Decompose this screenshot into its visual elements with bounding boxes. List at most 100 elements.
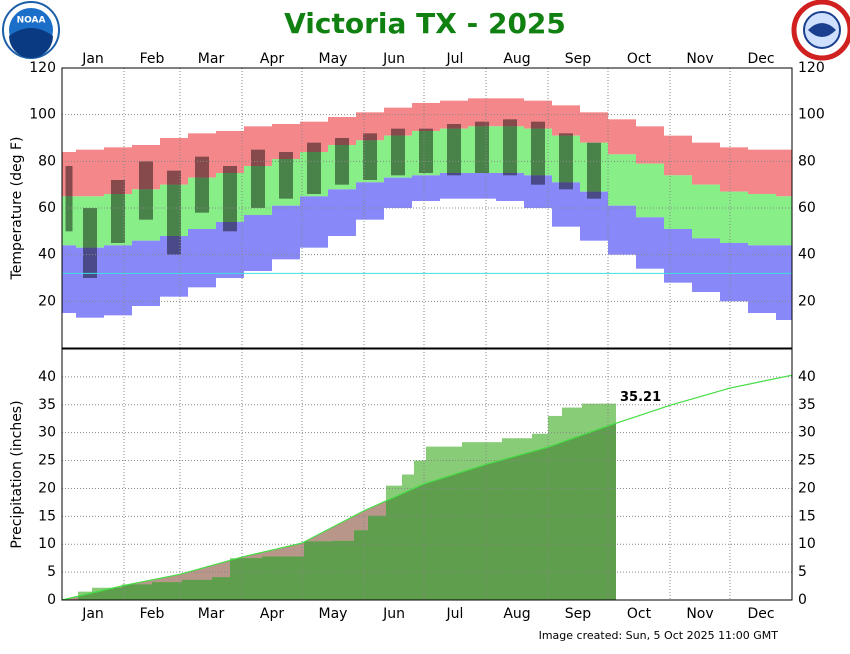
x-tick-label: Nov [686, 606, 713, 622]
x-tick-label: Dec [747, 51, 774, 67]
y-tick-label-right: 25 [798, 453, 816, 469]
record-high-band [692, 142, 720, 185]
record-low-band [272, 205, 300, 260]
record-high-band [608, 119, 636, 155]
x-tick-label: Feb [140, 51, 165, 67]
observed-bar [447, 124, 461, 176]
x-tick-label: Oct [627, 51, 652, 67]
record-high-band [62, 152, 76, 197]
normal-band [272, 159, 300, 206]
x-tick-label: Aug [503, 606, 530, 622]
x-tick-label: Nov [686, 51, 713, 67]
x-tick-label: Jun [382, 606, 405, 622]
record-low-band [328, 189, 356, 236]
x-tick-label: May [319, 606, 348, 622]
plot-layer [62, 403, 616, 600]
y-tick-label: 100 [29, 107, 56, 123]
normal-band [132, 189, 160, 241]
normal-band [468, 126, 496, 173]
x-tick-label: Jul [446, 51, 464, 67]
y-tick-label: 5 [47, 564, 56, 580]
footer: Image created: Sun, 5 Oct 2025 11:00 GMT [539, 629, 779, 642]
observed-bar [167, 170, 181, 255]
record-low-band [552, 182, 580, 227]
normal-band [636, 163, 664, 218]
y-tick-label-right: 120 [798, 60, 825, 76]
normal-band [160, 184, 188, 236]
observed-bar [307, 142, 321, 194]
record-low-band [720, 243, 748, 302]
record-low-band [356, 182, 384, 220]
logo-text: NOAA [17, 16, 46, 26]
y-tick-label: 25 [38, 453, 56, 469]
x-tick-label: Dec [747, 606, 774, 622]
normal-overlap-area [78, 403, 616, 600]
y-tick-label: 40 [38, 247, 56, 263]
y-tick-label: 80 [38, 153, 56, 169]
normal-band [664, 175, 692, 229]
record-low-band [692, 238, 720, 292]
normal-line [61, 374, 793, 601]
normal-band [412, 131, 440, 176]
record-low-band [496, 173, 524, 201]
y-axis-label: Temperature (deg F) [9, 137, 25, 281]
record-high-band [328, 117, 356, 145]
record-high-band [524, 100, 552, 129]
y-tick-label: 35 [38, 397, 56, 413]
overlay-layer [61, 67, 793, 349]
normal-band [62, 196, 76, 246]
overlay-layer: 35.21 [61, 348, 793, 601]
record-low-band [300, 196, 328, 248]
normal-band [776, 196, 792, 246]
normal-band [748, 194, 776, 246]
record-high-band [748, 149, 776, 194]
x-tick-label: Feb [140, 606, 165, 622]
noaa-logo: NOAA [2, 1, 60, 59]
observed-bar [363, 133, 377, 180]
record-low-band [468, 173, 496, 199]
normal-band [76, 196, 104, 248]
y-tick-label: 20 [38, 480, 56, 496]
y-tick-label-right: 30 [798, 425, 816, 441]
x-tick-label: Oct [627, 606, 652, 622]
y-tick-label-right: 20 [798, 480, 816, 496]
normal-band [216, 173, 244, 222]
y-tick-label-right: 5 [798, 564, 807, 580]
record-high-band [272, 124, 300, 159]
y-tick-label-right: 35 [798, 397, 816, 413]
y-tick-label-right: 40 [798, 247, 816, 263]
nws-logo [791, 0, 850, 61]
y-tick-label: 30 [38, 425, 56, 441]
record-low-band [524, 175, 552, 208]
normal-band [300, 152, 328, 197]
overlap-group [78, 403, 616, 600]
record-low-band [216, 222, 244, 278]
record-high-band [356, 112, 384, 141]
y-tick-label: 120 [29, 60, 56, 76]
y-tick-label-right: 15 [798, 508, 816, 524]
y-tick-label: 15 [38, 508, 56, 524]
normal-band [552, 135, 580, 183]
normal-band [104, 194, 132, 246]
record-high-band [776, 149, 792, 197]
record-low-band [160, 236, 188, 297]
record-high-band [76, 149, 104, 197]
record-high-band [580, 112, 608, 143]
record-low-band [776, 245, 792, 320]
record-high-band [300, 121, 328, 152]
x-tick-label: Jan [81, 606, 104, 622]
x-tick-label: Mar [198, 51, 225, 67]
record-high-band [188, 133, 216, 178]
record-high-band [384, 107, 412, 136]
data-label: 35.21 [620, 390, 661, 405]
observed-bar [391, 128, 405, 176]
x-tick-label: Apr [260, 51, 284, 67]
y-tick-label-right: 40 [798, 369, 816, 385]
y-tick-label-right: 10 [798, 536, 816, 552]
y-tick-label: 10 [38, 536, 56, 552]
y-tick-label-right: 0 [798, 592, 807, 608]
title: Victoria TX - 2025 [284, 7, 566, 40]
observed-bar [503, 119, 517, 176]
plot-frame [61, 67, 793, 349]
